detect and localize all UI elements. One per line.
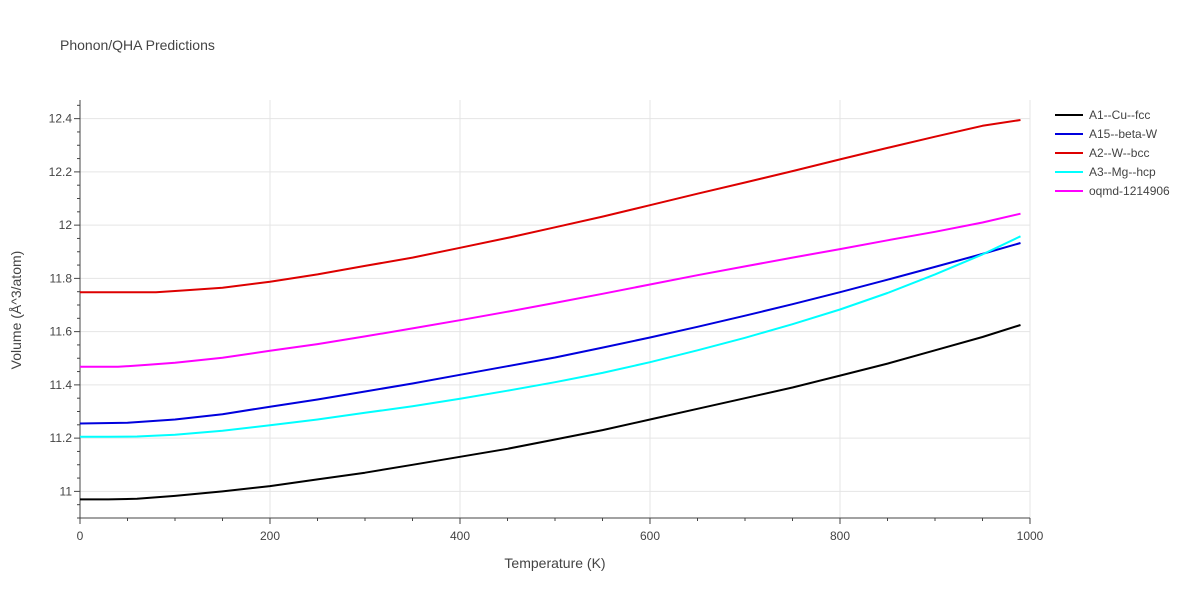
- x-tick-label: 400: [450, 529, 470, 543]
- y-tick-label: 11.8: [50, 271, 73, 285]
- series-line-A3--Mg--hcp: [80, 235, 1021, 438]
- x-tick-label: 1000: [1017, 529, 1044, 543]
- legend-label: oqmd-1214906: [1089, 184, 1170, 198]
- y-tick-label: 11: [60, 484, 73, 498]
- axes: 0 200 400 600 800 1000 11 11.2 11.4 11.6 11.8 12 12.…: [49, 100, 1044, 543]
- y-axis-title: Volume (Å^3/atom): [8, 251, 24, 370]
- series-line-A15--beta-W: [79, 242, 1021, 425]
- legend-item[interactable]: A1--Cu--fcc: [1055, 108, 1150, 122]
- grid: [80, 100, 1031, 518]
- legend-item[interactable]: oqmd-1214906: [1055, 184, 1170, 198]
- y-tick-label: 11.6: [50, 325, 73, 339]
- series-lines: [79, 119, 1021, 501]
- x-tick-label: 600: [640, 529, 660, 543]
- series-line-A1--Cu--fcc: [80, 324, 1021, 501]
- y-tick-label: 11.4: [50, 378, 73, 392]
- legend-label: A3--Mg--hcp: [1089, 165, 1156, 179]
- legend: A1--Cu--fcc A15--beta-W A2--W--bcc A3--Mg--…: [1055, 108, 1170, 198]
- legend-item[interactable]: A3--Mg--hcp: [1055, 165, 1156, 179]
- legend-label: A2--W--bcc: [1089, 146, 1149, 160]
- y-tick-label: 11.2: [50, 431, 73, 445]
- y-tick-label: 12.4: [49, 112, 73, 126]
- x-tick-label: 0: [77, 529, 84, 543]
- series-line-A2--W--bcc: [80, 119, 1021, 294]
- legend-label: A1--Cu--fcc: [1089, 108, 1150, 122]
- legend-label: A15--beta-W: [1089, 127, 1158, 141]
- legend-item[interactable]: A2--W--bcc: [1055, 146, 1149, 160]
- chart-title: Phonon/QHA Predictions: [60, 37, 215, 53]
- legend-item[interactable]: A15--beta-W: [1055, 127, 1158, 141]
- x-axis-title: Temperature (K): [504, 555, 605, 571]
- x-tick-label: 800: [830, 529, 850, 543]
- y-tick-label: 12: [59, 218, 73, 232]
- x-tick-label: 200: [260, 529, 280, 543]
- series-line-oqmd-1214906: [80, 212, 1021, 368]
- y-tick-label: 12.2: [49, 165, 73, 179]
